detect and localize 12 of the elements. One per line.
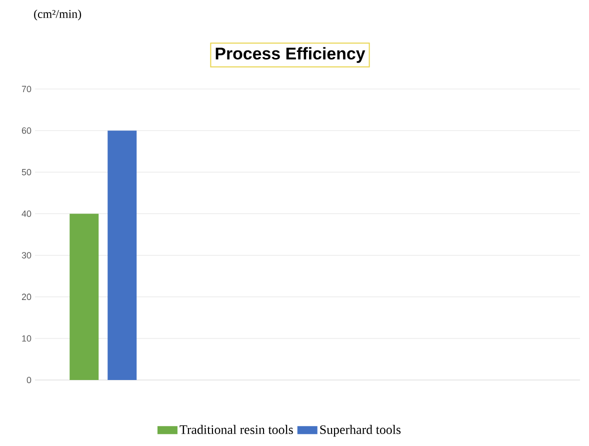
y-tick-label: 60 <box>22 127 32 134</box>
y-tick-label: 40 <box>22 210 32 217</box>
y-tick-label: 0 <box>26 376 32 384</box>
y-tick-label: 30 <box>22 252 32 258</box>
y-tick-label: 10 <box>22 335 32 342</box>
legend-label: Traditional resin tools <box>180 424 293 434</box>
chart-title: Process Efficiency <box>216 47 366 63</box>
y-tick-label: 20 <box>22 294 32 300</box>
text: (cm²/min) <box>34 10 82 20</box>
legend-label: Superhard tools <box>320 424 401 437</box>
y-tick-label: 70 <box>22 86 32 92</box>
y-tick-label: 50 <box>22 168 32 176</box>
